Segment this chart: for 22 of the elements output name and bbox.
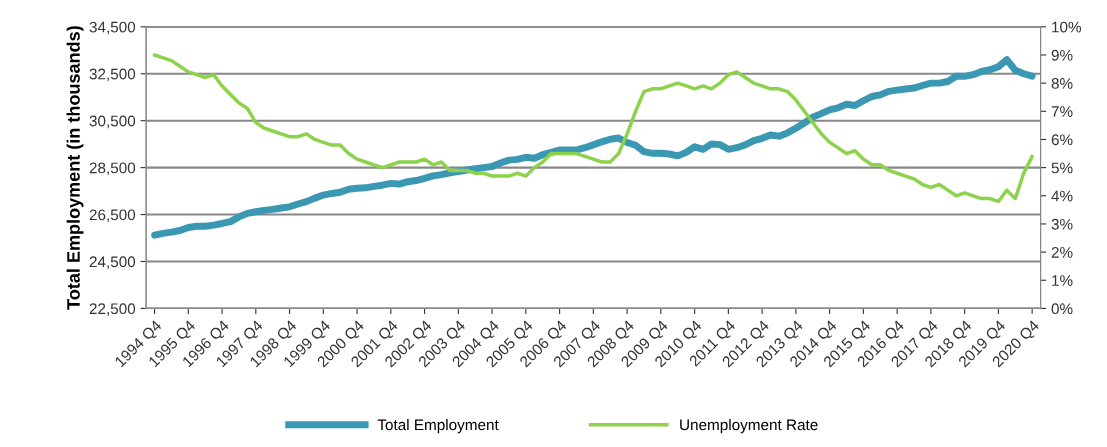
y-tick-label: 24,500 bbox=[89, 256, 136, 269]
y2-tick-label: 6% bbox=[1051, 134, 1073, 146]
y-tick-label: 32,500 bbox=[89, 68, 136, 82]
y2-tick-label: 4% bbox=[1051, 190, 1073, 202]
y-tick-label: 26,500 bbox=[89, 209, 136, 223]
y2-tick-label: 5% bbox=[1051, 162, 1073, 174]
legend-label: Total Employment bbox=[377, 419, 499, 434]
y2-tick-label: 0% bbox=[1051, 303, 1073, 315]
y-tick-label: 30,500 bbox=[89, 115, 136, 129]
y2-tick-label: 7% bbox=[1051, 106, 1073, 117]
y2-tick-label: 10% bbox=[1052, 21, 1082, 33]
y2-tick-label: 9% bbox=[1051, 49, 1073, 61]
y2-tick-label: 8% bbox=[1051, 78, 1073, 89]
line-series bbox=[152, 53, 1034, 204]
y2-tick-label: 3% bbox=[1051, 218, 1073, 230]
y-tick-label: 28,500 bbox=[89, 162, 136, 176]
y-axis-title: Total Employment (in thousands) bbox=[66, 26, 84, 310]
legend-label: Unemployment Rate bbox=[680, 419, 818, 434]
y2-tick-label: 1% bbox=[1052, 275, 1073, 286]
y-tick-label: 22,500 bbox=[89, 303, 136, 316]
y-tick-label: 34,500 bbox=[89, 21, 136, 35]
y2-tick-label: 2% bbox=[1051, 246, 1073, 258]
